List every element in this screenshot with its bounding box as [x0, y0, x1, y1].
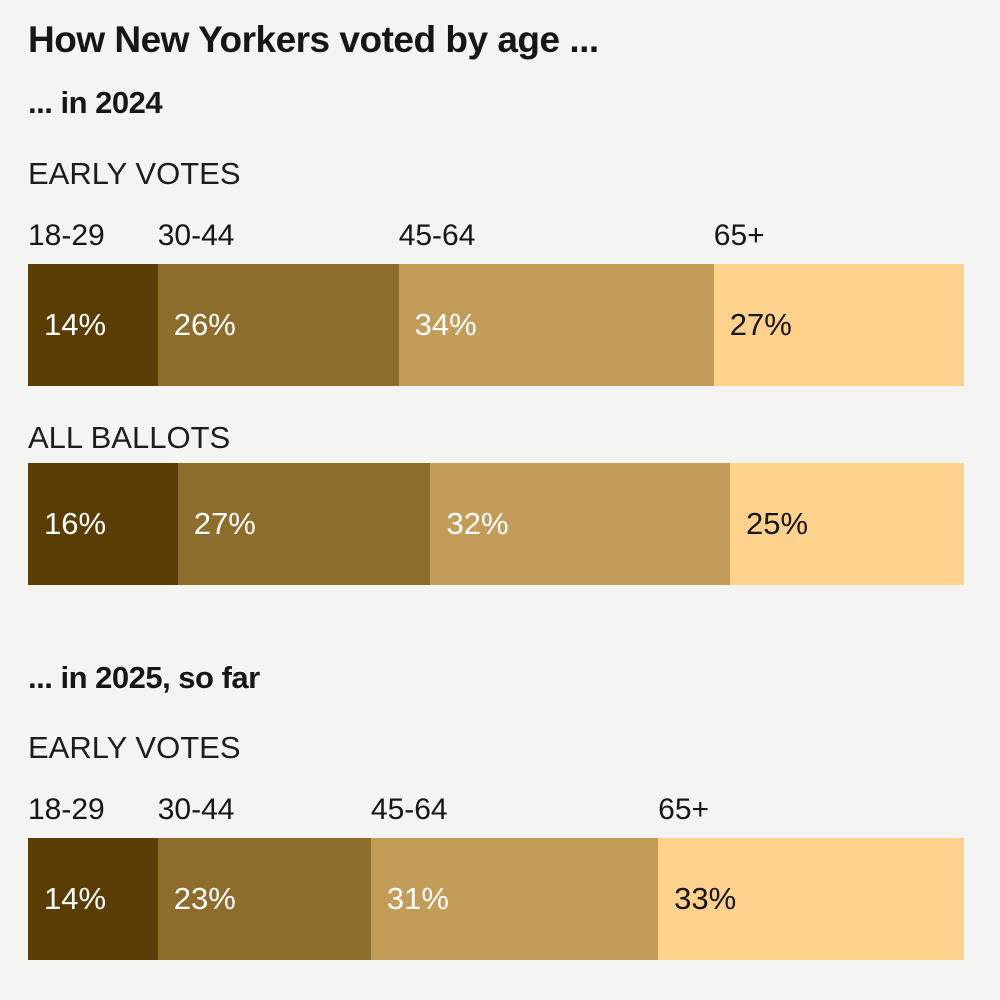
bar-segment: 14% — [28, 263, 158, 386]
bar-segment: 34% — [398, 263, 714, 386]
bar-segment: 16% — [28, 462, 178, 585]
bar-value-label: 23% — [173, 881, 236, 917]
bar-value-label: 27% — [193, 505, 256, 541]
bar-segment: 32% — [430, 462, 730, 585]
bar-value-label: 34% — [414, 306, 477, 342]
bar-value-label: 26% — [173, 306, 236, 342]
bar-value-label: 16% — [44, 505, 107, 541]
bar-value-label: 31% — [386, 881, 449, 917]
category-label-row: 18-29 30-44 45-64 65+ — [28, 793, 964, 831]
category-label: 30-44 — [157, 793, 235, 827]
category-label: 45-64 — [398, 218, 476, 252]
bar-value-label: 14% — [44, 306, 107, 342]
category-label: 18-29 — [28, 793, 105, 827]
bar-segment: 25% — [729, 462, 964, 585]
bar-segment: 26% — [157, 263, 399, 386]
page-title: How New Yorkers voted by age ... — [28, 19, 599, 60]
chart-sections: ... in 2024 EARLY VOTES 18-29 30-44 45-64 65+… — [28, 84, 964, 961]
chart-section-1: ... in 2024 EARLY VOTES 18-29 30-44 45-64 65+… — [28, 84, 964, 585]
chart-title: EARLY VOTES — [28, 730, 241, 766]
bar-value-label: 25% — [745, 505, 809, 541]
category-label-row: 18-29 30-44 45-64 65+ — [28, 219, 964, 257]
bar-segment: 33% — [658, 838, 964, 961]
bar-value-label: 32% — [446, 505, 509, 541]
category-label: 30-44 — [157, 218, 235, 252]
bar-value-label: 27% — [729, 306, 792, 342]
chart-title: EARLY VOTES — [28, 155, 241, 191]
bar-segment: 14% — [28, 838, 158, 961]
bar-value-label: 33% — [674, 881, 737, 917]
category-label: 45-64 — [370, 793, 448, 827]
bar-segment: 31% — [370, 838, 659, 961]
bar-segment: 23% — [157, 838, 371, 961]
chart-section-2: ... in 2025, so far EARLY VOTES 18-29 30-44… — [28, 659, 964, 961]
chart-title: ALL BALLOTS — [28, 419, 231, 455]
bar-segment: 27% — [713, 263, 964, 386]
category-label: 65+ — [713, 218, 765, 252]
bar-segment: 27% — [177, 462, 431, 585]
category-label: 18-29 — [28, 218, 105, 252]
bar-value-label: 14% — [44, 881, 107, 917]
stacked-bar: 14% 23% 31% 33% — [28, 838, 964, 961]
section-heading: ... in 2024 — [28, 85, 163, 121]
stacked-bar: 16% 27% 32% 25% — [28, 462, 964, 585]
section-heading: ... in 2025, so far — [28, 659, 260, 695]
category-label: 65+ — [658, 793, 710, 827]
stacked-bar: 14% 26% 34% 27% — [28, 263, 964, 386]
chart-figure: How New Yorkers voted by age ... ... in … — [28, 19, 964, 961]
